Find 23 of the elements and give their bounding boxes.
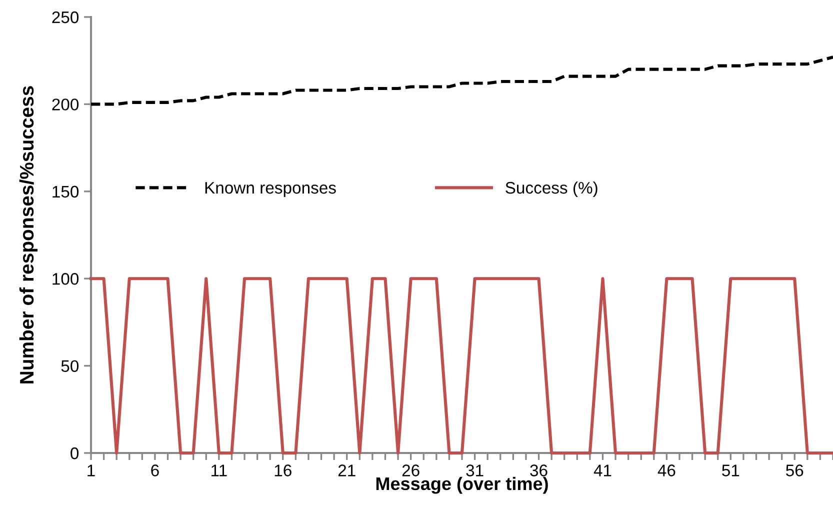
y-tick-label: 100 [52,273,79,285]
x-tick-label: 51 [722,464,740,476]
y-tick-label: 0 [70,447,79,460]
x-tick-label: 56 [786,464,804,476]
x-axis-title: Message (over time) [376,476,548,494]
legend-label: Known responses [205,182,336,197]
y-tick-label: 250 [52,11,79,24]
y-axis-title: Number of responses/%success [19,86,38,384]
x-tick-label: 26 [402,464,420,476]
legend-label: Success (%) [506,181,598,197]
x-tick-label: 36 [530,464,548,476]
y-tick-label: 200 [52,98,79,110]
y-tick-label: 150 [52,186,79,198]
x-tick-label: 21 [338,464,356,476]
x-tick-label: 31 [466,464,484,476]
x-tick-label: 6 [151,464,159,476]
x-tick-label: 46 [658,464,676,476]
x-tick-label: 41 [594,464,612,476]
x-tick-label: 1 [88,464,95,476]
line-series [89,56,833,106]
x-tick-label: 11 [212,464,227,476]
x-tick-label: 16 [274,464,292,476]
y-tick-label: 50 [61,360,79,372]
